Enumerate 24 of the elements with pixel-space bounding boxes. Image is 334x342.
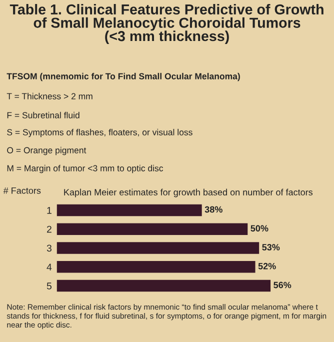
text: T = Thickness > 2 mm [6, 92, 92, 100]
y-tick-label: 4 [46, 264, 52, 270]
text: O = Orange pigment [7, 146, 86, 156]
data-label: 53% [262, 244, 280, 250]
text: F = Subretinal fluid [7, 112, 80, 118]
data-label: 56% [274, 282, 292, 288]
chart-subtitle: Kaplan Meier estimates for growth based on number of factors [64, 188, 313, 198]
y-axis-title: # Factors [3, 187, 41, 194]
y-tick-label: 5 [46, 282, 52, 290]
bar [56, 261, 256, 273]
text: M = Margin of tumor <3 mm to optic disc [7, 164, 164, 174]
bar [56, 204, 202, 216]
data-label: 38% [204, 206, 222, 213]
y-tick-label: 1 [47, 207, 52, 214]
bar [56, 242, 260, 254]
data-label: 52% [258, 262, 276, 270]
bar [56, 223, 248, 235]
text: S = Symptoms of flashes, floaters, or visual loss [7, 128, 192, 138]
bar [56, 280, 271, 292]
y-tick-label: 2 [47, 226, 52, 233]
chart-title: Table 1. Clinical Features Predictive of Growth of Small Melanocytic Choroidal Tumors (<3 mm thickness) [10, 4, 324, 44]
data-label: 50% [250, 225, 268, 232]
text: TFSOM (mnemomic for To Find Small Ocular Melanoma) [6, 72, 240, 82]
y-tick-label: 3 [46, 244, 52, 252]
